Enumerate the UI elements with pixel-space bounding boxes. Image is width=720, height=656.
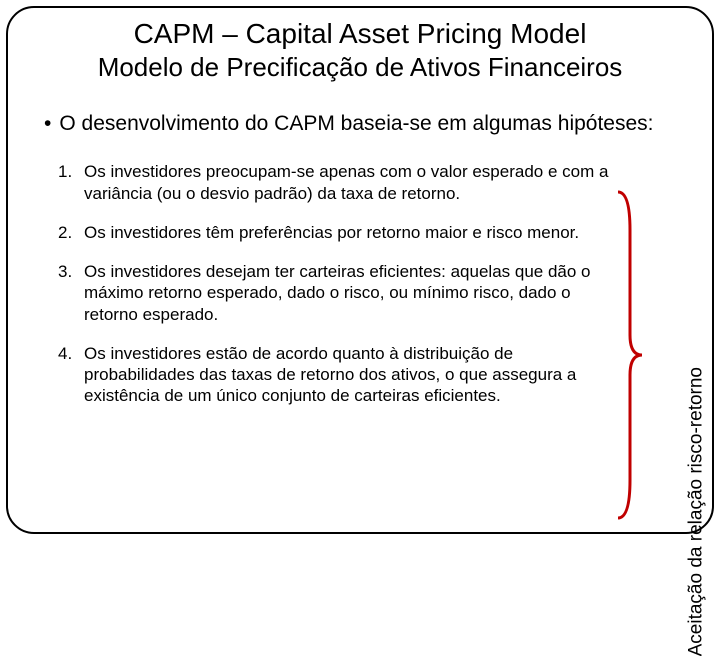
list-item: 1. Os investidores preocupam-se apenas c… [58, 161, 618, 204]
vertical-label: Aceitação da relação risco-retorno [685, 367, 707, 656]
intro-text: O desenvolvimento do CAPM baseia-se em a… [59, 111, 653, 137]
slide-content: CAPM – Capital Asset Pricing Model Model… [30, 18, 690, 522]
bullet-dot: • [44, 111, 51, 137]
item-number: 3. [58, 261, 84, 325]
list-item: 2. Os investidores têm preferências por … [58, 222, 618, 243]
item-text: Os investidores têm preferências por ret… [84, 222, 579, 243]
item-text: Os investidores estão de acordo quanto à… [84, 343, 618, 407]
item-text: Os investidores desejam ter carteiras ef… [84, 261, 618, 325]
list-item: 3. Os investidores desejam ter carteiras… [58, 261, 618, 325]
list-item: 4. Os investidores estão de acordo quant… [58, 343, 618, 407]
item-number: 2. [58, 222, 84, 243]
bracket-icon [616, 190, 644, 520]
numbered-list: 1. Os investidores preocupam-se apenas c… [58, 161, 618, 406]
intro-bullet: • O desenvolvimento do CAPM baseia-se em… [44, 111, 690, 137]
item-number: 4. [58, 343, 84, 407]
title-main: CAPM – Capital Asset Pricing Model [30, 18, 690, 50]
title-sub: Modelo de Precificação de Ativos Finance… [30, 52, 690, 83]
item-text: Os investidores preocupam-se apenas com … [84, 161, 618, 204]
item-number: 1. [58, 161, 84, 204]
